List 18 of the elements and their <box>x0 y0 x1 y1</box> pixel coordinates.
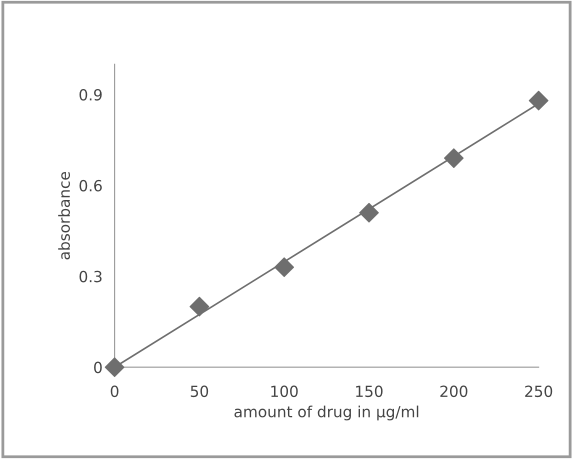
x-tick-label: 250 <box>525 386 552 398</box>
point <box>274 257 294 278</box>
x-axis-title: amount of drug in µg/ml <box>234 406 418 420</box>
y-tick-label: 0.9 <box>80 89 102 101</box>
x-tick-label: 0 <box>110 386 118 398</box>
x-tick-label: 200 <box>440 386 468 398</box>
point <box>104 357 124 378</box>
x-tick-label: 50 <box>190 386 208 398</box>
point <box>528 90 548 110</box>
point <box>190 296 210 316</box>
y-tick-label: 0.3 <box>80 270 102 282</box>
y-axis-title: absorbance <box>58 172 70 260</box>
point <box>359 202 379 223</box>
x-tick-label: 150 <box>356 386 383 398</box>
point <box>444 148 464 168</box>
y-tick-label: 0.6 <box>80 180 102 192</box>
y-tick-label: 0 <box>94 362 102 374</box>
x-tick-label: 100 <box>271 386 298 398</box>
